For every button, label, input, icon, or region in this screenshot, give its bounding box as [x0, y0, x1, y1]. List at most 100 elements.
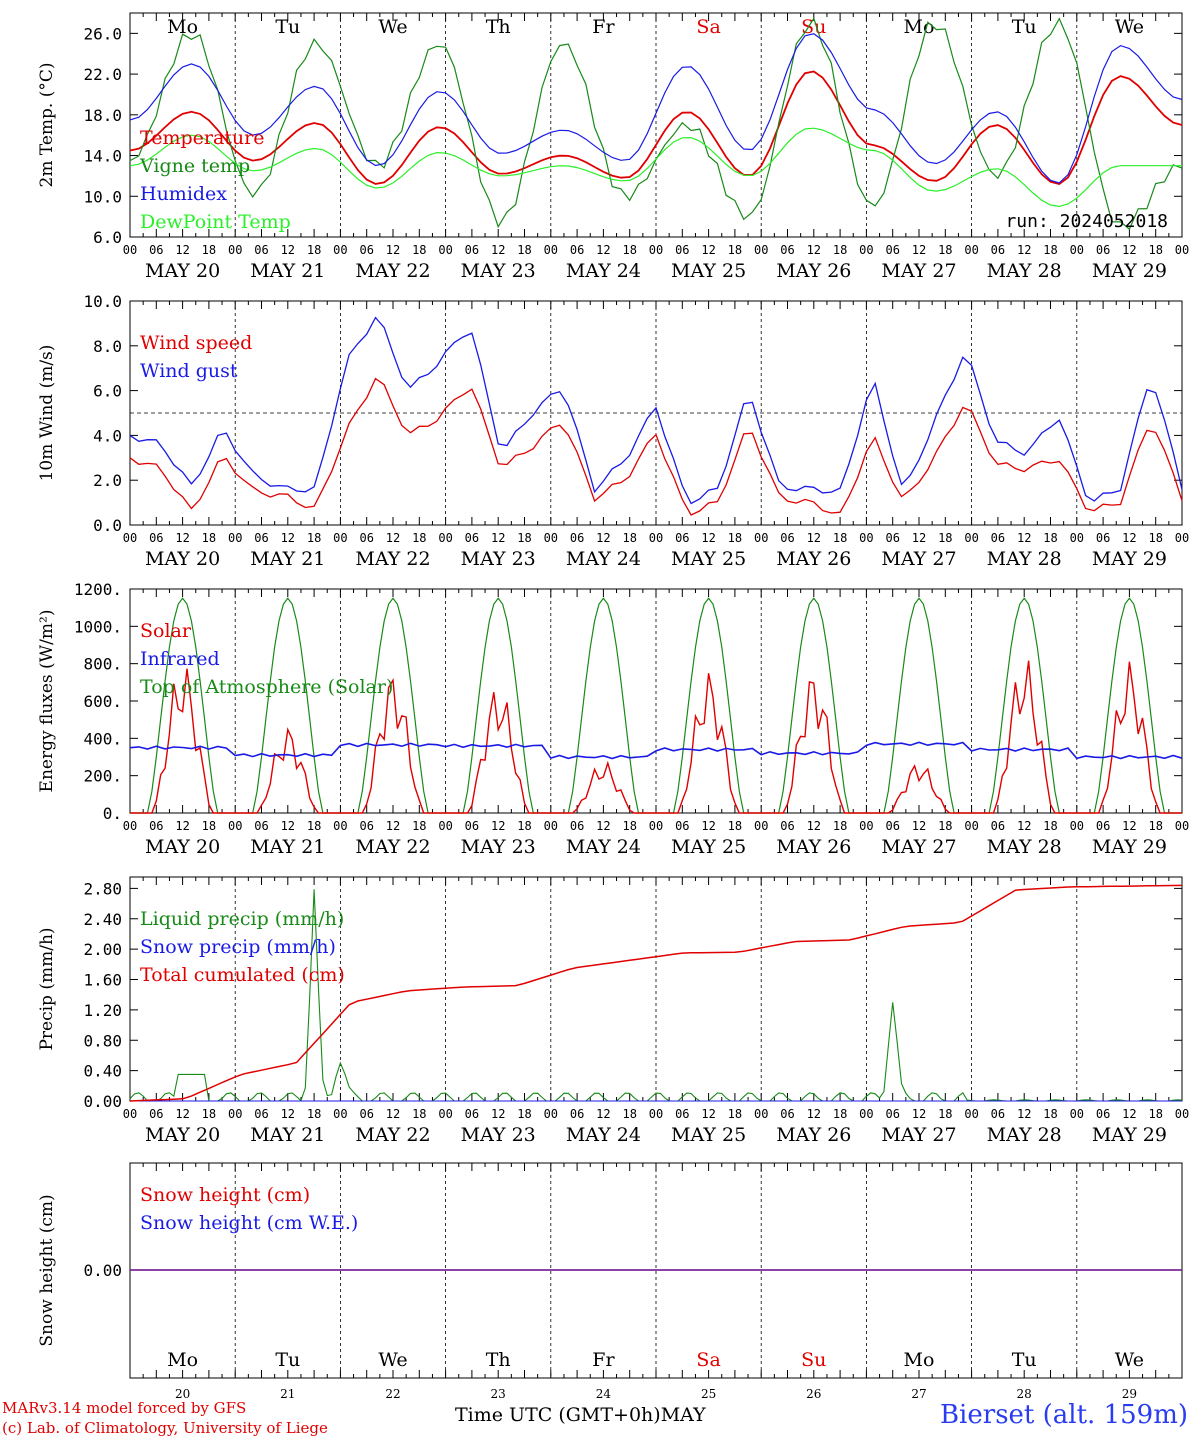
hour-tick-label: 06 — [991, 1107, 1005, 1121]
y-tick-label: 0.40 — [83, 1062, 122, 1081]
hour-tick-label: 18 — [307, 1107, 321, 1121]
hour-tick-label: 12 — [1017, 1107, 1031, 1121]
hour-tick-label: 12 — [491, 531, 505, 545]
weekday-label: Fr — [592, 16, 615, 38]
hour-tick-label: 06 — [885, 819, 899, 833]
weekday-label: Mo — [167, 16, 198, 38]
panel-frame — [129, 588, 1183, 814]
date-label: MAY 24 — [566, 1124, 641, 1146]
hour-tick-label: 18 — [1148, 531, 1162, 545]
weekday-label: We — [378, 16, 407, 38]
hour-tick-label: 06 — [885, 531, 899, 545]
date-label: MAY 23 — [461, 836, 536, 858]
hour-tick-label: 18 — [412, 531, 426, 545]
hour-tick-label: 12 — [596, 1107, 610, 1121]
hour-tick-label: 12 — [912, 531, 926, 545]
hour-tick-label: 00 — [228, 531, 242, 545]
y-tick-label: 6.0 — [93, 382, 122, 401]
date-label: MAY 23 — [461, 548, 536, 570]
hour-tick-label: 12 — [807, 1107, 821, 1121]
hour-tick-label: 06 — [359, 1107, 373, 1121]
run-label: run: 2024052018 — [1005, 211, 1168, 232]
y-tick-label: 0.00 — [83, 1092, 122, 1111]
station-name: Bierset (alt. 159m) — [939, 1400, 1188, 1430]
hour-tick-label: 06 — [149, 1107, 163, 1121]
date-label: MAY 21 — [250, 548, 325, 570]
date-label: MAY 28 — [987, 1124, 1062, 1146]
hour-tick-label: 12 — [491, 1107, 505, 1121]
hour-tick-label: 12 — [701, 819, 715, 833]
panel-frame — [129, 12, 1183, 238]
hour-tick-label: 12 — [386, 243, 400, 257]
hour-tick-label: 12 — [175, 531, 189, 545]
hour-tick-label: 12 — [1122, 1107, 1136, 1121]
hour-tick-label: 12 — [491, 819, 505, 833]
date-label: MAY 22 — [355, 1124, 430, 1146]
hour-tick-label: 18 — [728, 243, 742, 257]
hour-tick-label: 18 — [202, 819, 216, 833]
legend-entry: Solar — [140, 620, 192, 642]
hour-tick-label: 00 — [1070, 243, 1084, 257]
hour-tick-label: 12 — [807, 531, 821, 545]
weekday-label: Tu — [1012, 16, 1037, 38]
hour-tick-label: 00 — [859, 819, 873, 833]
date-label: MAY 23 — [461, 260, 536, 282]
legend-entry: Liquid precip (mm/h) — [140, 908, 344, 930]
hour-tick-label: 06 — [675, 531, 689, 545]
hour-tick-label: 00 — [859, 243, 873, 257]
hour-tick-label: 00 — [333, 1107, 347, 1121]
legend-entry: Wind gust — [140, 360, 238, 382]
hour-tick-label: 06 — [465, 531, 479, 545]
hour-tick-label: 06 — [885, 1107, 899, 1121]
y-tick-label: 1.60 — [83, 971, 122, 990]
hour-tick-label: 18 — [938, 1107, 952, 1121]
y-tick-label: 0. — [103, 804, 122, 823]
hour-tick-label: 00 — [438, 531, 452, 545]
y-tick-label: 26.0 — [83, 24, 122, 43]
hour-tick-label: 18 — [517, 1107, 531, 1121]
day-number-label: 28 — [1017, 1387, 1032, 1401]
hour-tick-label: 00 — [333, 819, 347, 833]
y-axis-label: Snow height (cm) — [37, 1194, 57, 1346]
date-label: MAY 26 — [776, 260, 851, 282]
hour-tick-label: 06 — [149, 531, 163, 545]
date-label: MAY 24 — [566, 548, 641, 570]
hour-tick-label: 18 — [412, 243, 426, 257]
hour-tick-label: 06 — [570, 531, 584, 545]
hour-tick-label: 18 — [728, 531, 742, 545]
hour-tick-label: 06 — [780, 531, 794, 545]
y-tick-label: 0.00 — [83, 1261, 122, 1280]
hour-tick-label: 12 — [912, 819, 926, 833]
hour-tick-label: 18 — [833, 531, 847, 545]
hour-tick-label: 06 — [991, 819, 1005, 833]
date-label: MAY 21 — [250, 1124, 325, 1146]
hour-tick-label: 06 — [675, 819, 689, 833]
hour-tick-label: 18 — [202, 1107, 216, 1121]
hour-tick-label: 00 — [333, 243, 347, 257]
hour-tick-label: 18 — [1043, 243, 1057, 257]
weekday-label: Sa — [696, 1349, 720, 1371]
date-label: MAY 28 — [987, 836, 1062, 858]
date-label: MAY 26 — [776, 836, 851, 858]
hour-tick-label: 06 — [359, 531, 373, 545]
date-label: MAY 26 — [776, 1124, 851, 1146]
hour-tick-label: 18 — [1043, 819, 1057, 833]
weekday-label: Th — [486, 1349, 511, 1371]
hour-tick-label: 06 — [570, 1107, 584, 1121]
y-tick-label: 800. — [83, 655, 122, 674]
hour-tick-label: 06 — [1096, 1107, 1110, 1121]
hour-tick-label: 00 — [649, 531, 663, 545]
credit-line-2: (c) Lab. of Climatology, University of L… — [2, 1419, 328, 1437]
hour-tick-label: 18 — [307, 531, 321, 545]
hour-tick-label: 00 — [754, 1107, 768, 1121]
y-axis-label: Energy fluxes (W/m²) — [37, 610, 57, 793]
hour-tick-label: 12 — [1122, 243, 1136, 257]
hour-tick-label: 00 — [1175, 243, 1189, 257]
weekday-label: Mo — [904, 1349, 935, 1371]
legend-entry: Wind speed — [140, 332, 252, 354]
hour-tick-label: 00 — [438, 819, 452, 833]
hour-tick-label: 06 — [991, 531, 1005, 545]
hour-tick-label: 12 — [281, 531, 295, 545]
weekday-label: Fr — [592, 1349, 615, 1371]
